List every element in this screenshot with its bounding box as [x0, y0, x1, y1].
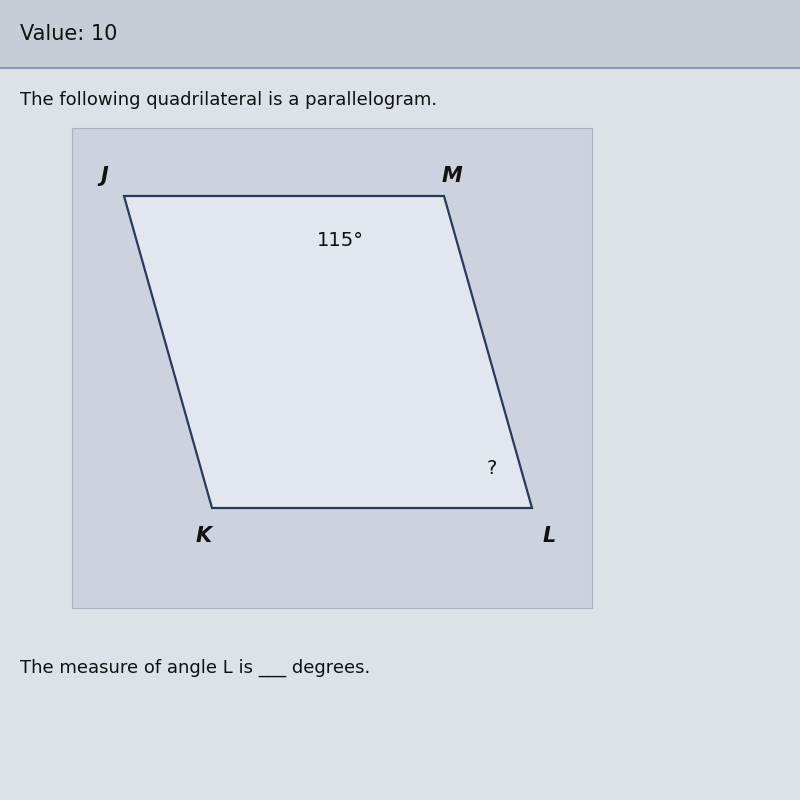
- Text: L: L: [543, 526, 556, 546]
- Text: M: M: [442, 166, 462, 186]
- Polygon shape: [124, 196, 532, 508]
- Text: The following quadrilateral is a parallelogram.: The following quadrilateral is a paralle…: [20, 91, 437, 109]
- Bar: [0, 0, 800, 68]
- Text: Value: 10: Value: 10: [20, 24, 118, 44]
- Text: J: J: [100, 166, 108, 186]
- Text: K: K: [196, 526, 212, 546]
- Text: ?: ?: [487, 458, 497, 478]
- Bar: [72, 128, 592, 608]
- Text: The measure of angle L is ___ degrees.: The measure of angle L is ___ degrees.: [20, 659, 370, 677]
- Text: 115°: 115°: [317, 230, 363, 250]
